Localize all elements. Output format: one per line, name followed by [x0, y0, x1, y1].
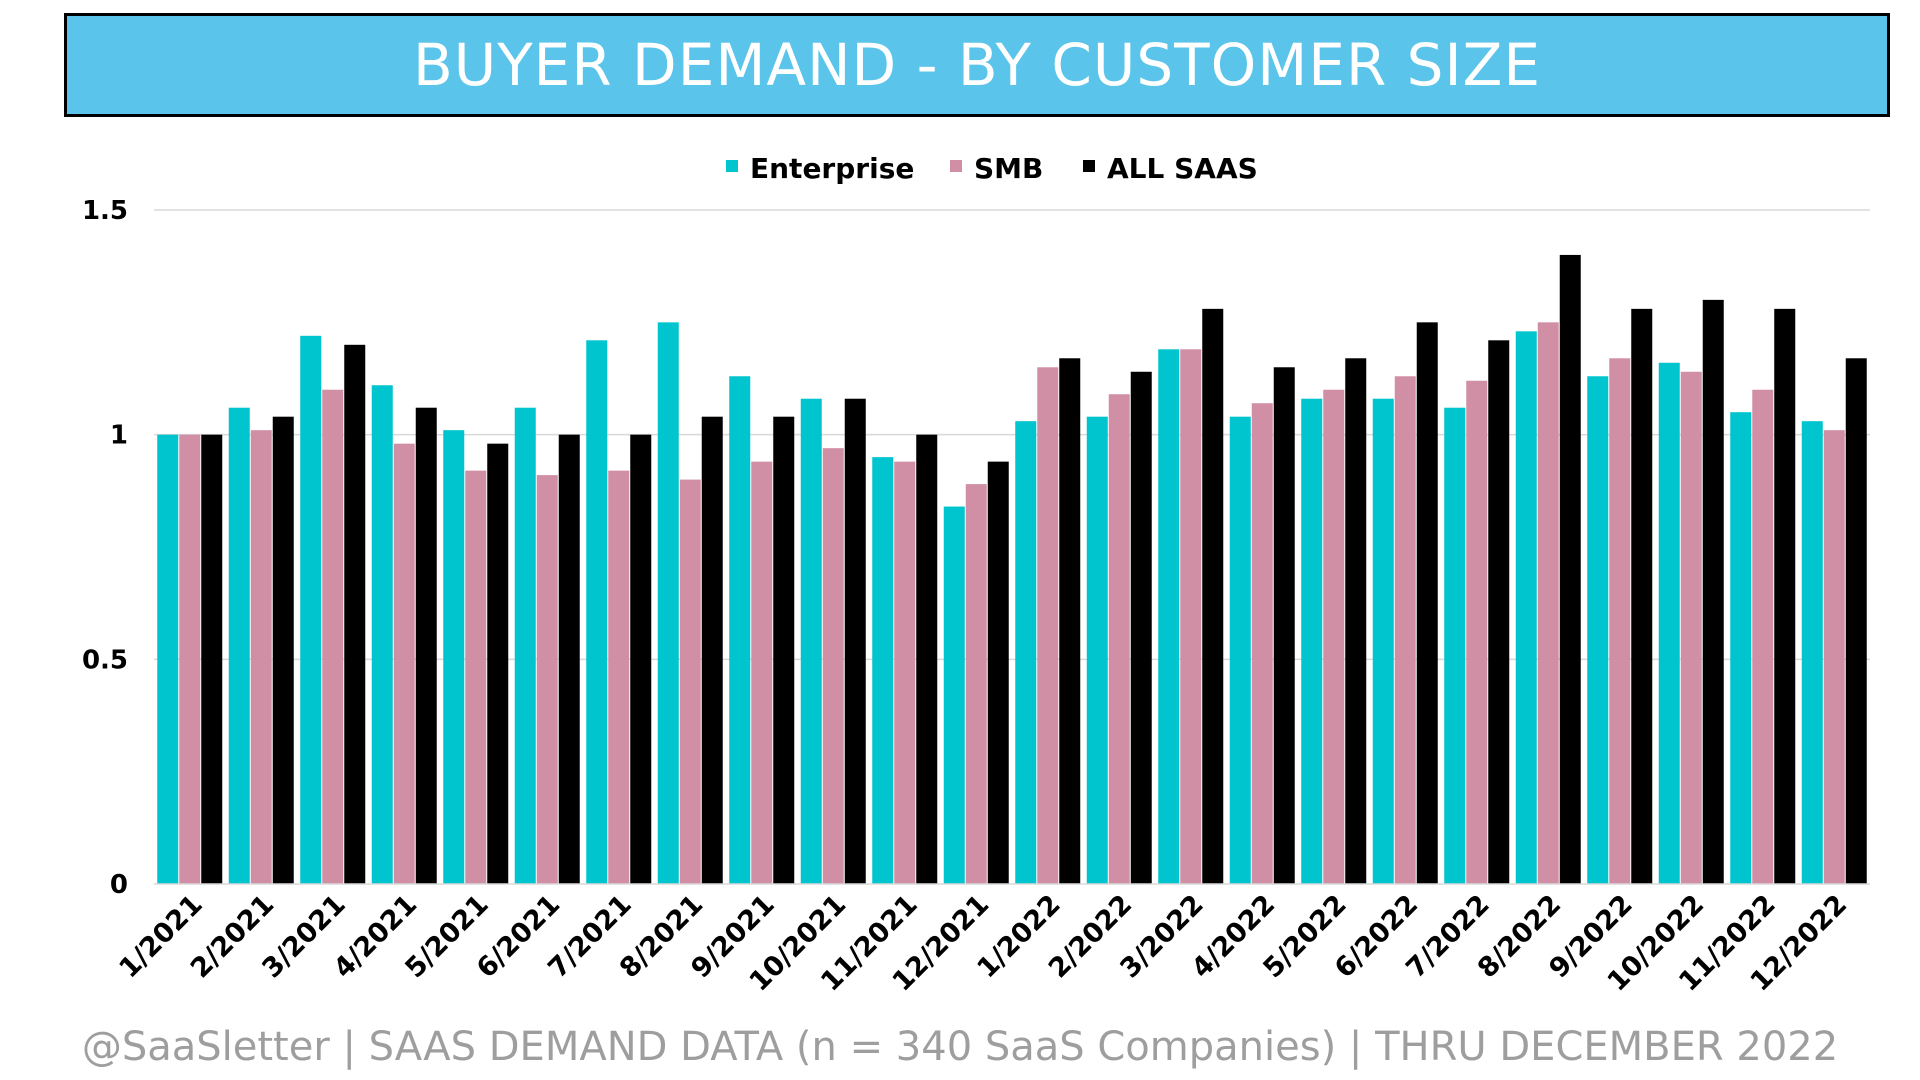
- bar-smb: [1108, 394, 1130, 884]
- legend: Enterprise SMB ALL SAAS: [726, 152, 1258, 185]
- legend-swatch: [726, 160, 738, 172]
- bar-smb: [393, 443, 415, 884]
- bar-enterprise: [872, 457, 894, 884]
- bar-enterprise: [1372, 398, 1394, 884]
- bar-enterprise: [1229, 416, 1251, 884]
- bar-smb: [1323, 389, 1345, 884]
- bar-enterprise: [371, 385, 393, 884]
- bar-enterprise: [1158, 349, 1180, 884]
- legend-label: Enterprise: [750, 152, 914, 185]
- bar-all-saas: [487, 443, 509, 884]
- bar-smb: [1609, 358, 1631, 884]
- bar-smb: [179, 434, 201, 884]
- bar-all-saas: [773, 416, 795, 884]
- bar-smb: [608, 470, 630, 884]
- legend-label: ALL SAAS: [1107, 152, 1258, 185]
- bar-all-saas: [844, 398, 866, 884]
- bar-smb: [1251, 403, 1273, 884]
- legend-label: SMB: [974, 152, 1043, 185]
- y-tick-label: 0: [110, 870, 128, 900]
- bar-all-saas: [916, 434, 938, 884]
- bar-enterprise: [157, 434, 179, 884]
- y-tick-label: 0.5: [82, 645, 128, 675]
- bar-all-saas: [1631, 308, 1653, 884]
- bar-enterprise: [228, 407, 250, 884]
- bar-all-saas: [1416, 322, 1438, 884]
- bar-enterprise: [1801, 421, 1823, 884]
- bar-all-saas: [1702, 299, 1724, 884]
- bar-all-saas: [1488, 340, 1510, 885]
- bar-smb: [1680, 371, 1702, 884]
- bar-all-saas: [701, 416, 723, 884]
- bar-smb: [322, 389, 344, 884]
- bar-enterprise: [1515, 331, 1537, 884]
- bar-enterprise: [1301, 398, 1323, 884]
- chart-title: BUYER DEMAND - BY CUSTOMER SIZE: [413, 31, 1541, 99]
- bar-all-saas: [272, 416, 294, 884]
- bar-smb: [250, 430, 272, 884]
- bar-all-saas: [201, 434, 223, 884]
- bar-all-saas: [1273, 367, 1295, 884]
- bar-enterprise: [443, 430, 465, 884]
- bar-all-saas: [1774, 308, 1796, 884]
- bar-enterprise: [657, 322, 679, 884]
- legend-swatch: [950, 160, 962, 172]
- bar-all-saas: [1345, 358, 1367, 884]
- bar-all-saas: [1202, 308, 1224, 884]
- bar-smb: [1180, 349, 1202, 884]
- bar-smb: [465, 470, 487, 884]
- y-tick-label: 1.5: [82, 196, 128, 226]
- bar-smb: [679, 479, 701, 884]
- bar-all-saas: [1059, 358, 1081, 884]
- bar-all-saas: [1559, 254, 1581, 884]
- bar-all-saas: [1130, 371, 1152, 884]
- bar-all-saas: [344, 344, 366, 884]
- bar-enterprise: [1086, 416, 1108, 884]
- bar-enterprise: [1658, 362, 1680, 885]
- bar-smb: [1466, 380, 1488, 884]
- bar-smb: [894, 461, 916, 884]
- bar-all-saas: [1845, 358, 1867, 884]
- bar-all-saas: [630, 434, 652, 884]
- bar-enterprise: [1015, 421, 1037, 884]
- bar-smb: [1537, 322, 1559, 884]
- bar-enterprise: [800, 398, 822, 884]
- bar-all-saas: [987, 461, 1009, 884]
- bar-enterprise: [1730, 412, 1752, 884]
- bar-smb: [822, 448, 844, 884]
- bar-enterprise: [514, 407, 536, 884]
- legend-swatch: [1083, 160, 1095, 172]
- bar-smb: [1752, 389, 1774, 884]
- y-tick-label: 1: [110, 421, 128, 451]
- bar-smb: [1394, 376, 1416, 884]
- bar-smb: [536, 475, 558, 884]
- bar-smb: [1037, 367, 1059, 884]
- bar-enterprise: [729, 376, 751, 884]
- footer-source-note: @SaaSletter | SAAS DEMAND DATA (n = 340 …: [81, 1024, 1839, 1070]
- bar-enterprise: [586, 340, 608, 885]
- bar-smb: [1823, 430, 1845, 884]
- bar-smb: [965, 484, 987, 884]
- bar-enterprise: [1587, 376, 1609, 884]
- bars: [157, 254, 1867, 885]
- bar-enterprise: [943, 506, 965, 884]
- bar-enterprise: [300, 335, 322, 884]
- bar-all-saas: [558, 434, 580, 884]
- bar-smb: [751, 461, 773, 884]
- bar-all-saas: [415, 407, 437, 884]
- title-banner: BUYER DEMAND - BY CUSTOMER SIZE: [64, 13, 1890, 117]
- gridlines: [154, 209, 1870, 661]
- bar-enterprise: [1444, 407, 1466, 884]
